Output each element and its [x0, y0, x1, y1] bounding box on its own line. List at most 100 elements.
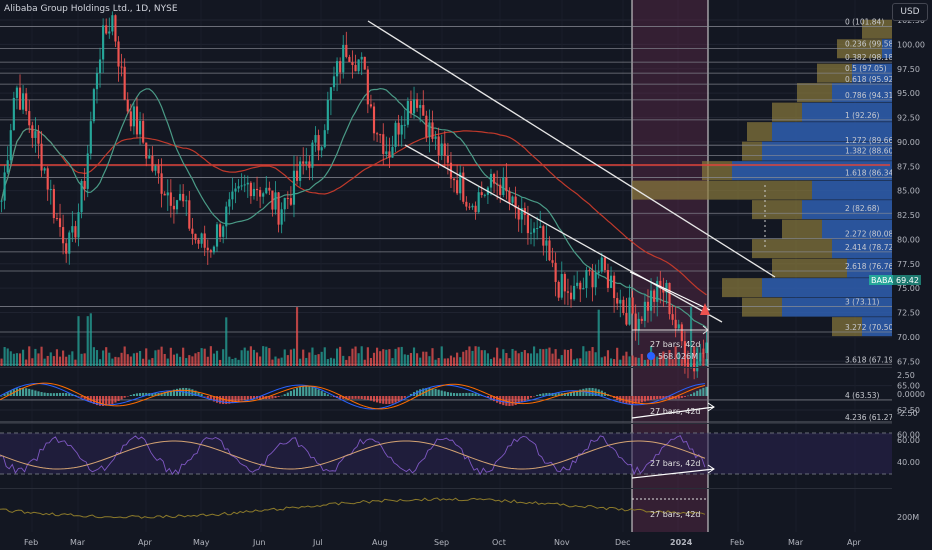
volume-bar [705, 358, 708, 366]
channel-lower-line [404, 144, 723, 323]
macd-bar [114, 396, 117, 403]
volume-bar [323, 347, 326, 366]
time-tick: Sep [434, 538, 449, 547]
profile-bar-buy [832, 83, 892, 103]
volume-bar [249, 346, 252, 366]
candle-body [566, 291, 570, 293]
candle-body [659, 280, 662, 289]
volume-bar [95, 350, 99, 366]
macd-bar [43, 392, 46, 396]
candle-body [603, 257, 606, 271]
profile-bar-sell [747, 122, 772, 142]
macd-bar [348, 396, 351, 400]
volume-bar [446, 358, 449, 366]
volume-bar [314, 354, 317, 366]
macd-bar [496, 396, 499, 403]
profile-bar-buy [772, 122, 892, 142]
macd-bar [526, 396, 529, 400]
macd-bar [169, 390, 172, 396]
macd-bar [699, 389, 702, 396]
candle-body [265, 187, 268, 194]
macd-bar [240, 396, 243, 401]
volume-bar [89, 313, 92, 366]
candle-body [431, 122, 434, 139]
volume-bar [533, 346, 536, 366]
candle-body [225, 206, 228, 227]
candle-body [268, 187, 271, 191]
volume-bar [659, 355, 662, 366]
macd-bar [320, 391, 323, 396]
candle-body [576, 282, 579, 286]
volume-bar [492, 357, 496, 366]
candle-body [354, 65, 357, 72]
candle-body [326, 99, 329, 131]
macd-bar [283, 394, 286, 396]
volume-bar [172, 354, 175, 366]
measure-rsi: 27 bars, 42d [631, 459, 715, 479]
volume-bar [71, 351, 74, 366]
time-axis[interactable]: Feb Mar Apr May Jun Jul Aug Sep Oct Nov Dec 2024 Feb… [24, 538, 862, 547]
candle-body [215, 224, 219, 247]
indicator-tick: 200M [897, 513, 919, 522]
candle-body [295, 170, 299, 181]
macd-bar [37, 391, 40, 396]
volume-bar [665, 358, 668, 366]
profile-bar-sell [797, 83, 832, 103]
fib-label: 4 (63.53) [845, 391, 880, 400]
macd-bar [634, 396, 637, 404]
currency-button[interactable]: USD [892, 3, 928, 21]
candle-body [471, 205, 474, 208]
macd-bar [640, 396, 643, 403]
macd-bar [662, 396, 665, 399]
volume-bar [622, 355, 625, 366]
volume-bar [366, 347, 369, 366]
candle-body [505, 177, 508, 192]
volume-bar [686, 357, 690, 366]
volume-bar [382, 349, 385, 366]
macd-bar [326, 394, 329, 396]
macd-bar [55, 393, 59, 396]
volume-bar [185, 358, 188, 366]
volume-bar [388, 349, 391, 366]
macd-bar [563, 392, 566, 396]
macd-bar [588, 387, 591, 396]
candle-body [446, 155, 449, 163]
candle-body [649, 290, 653, 311]
volume-value: 568.026M [658, 352, 698, 361]
candle-body [129, 111, 132, 127]
macd-bar [625, 396, 628, 404]
candle-body [376, 133, 379, 135]
macd-bar [382, 396, 385, 404]
volume-bar [674, 346, 677, 366]
candle-body [557, 281, 560, 298]
volume-legend: 568.026M [647, 352, 698, 361]
profile-bar-buy [762, 278, 892, 298]
profile-bar-buy [802, 102, 892, 122]
macd-bar [529, 396, 533, 398]
profile-bar-buy [782, 297, 892, 317]
candle-body [46, 168, 49, 190]
candle-body [662, 288, 665, 293]
profile-bar-sell [862, 19, 892, 39]
macd-bar [188, 388, 191, 396]
macd-bar [95, 396, 99, 406]
volume-bar [222, 349, 225, 366]
volume-bar [662, 351, 665, 366]
candle-body [323, 130, 326, 148]
time-tick: 2024 [670, 538, 693, 547]
candle-body [74, 226, 77, 238]
rsi-line [0, 435, 706, 476]
macd-bar [452, 393, 456, 396]
volume-bar [637, 357, 640, 366]
candle-body [135, 106, 139, 135]
macd-bar [511, 396, 514, 406]
candle-body [126, 99, 129, 112]
macd-bar [138, 393, 142, 396]
candle-body [77, 212, 80, 238]
volume-bar [425, 351, 428, 366]
macd-bar [542, 393, 545, 396]
measure-label-rsi: 27 bars, 42d [650, 459, 701, 468]
macd-bar [197, 392, 200, 396]
macd-bar [175, 388, 179, 396]
